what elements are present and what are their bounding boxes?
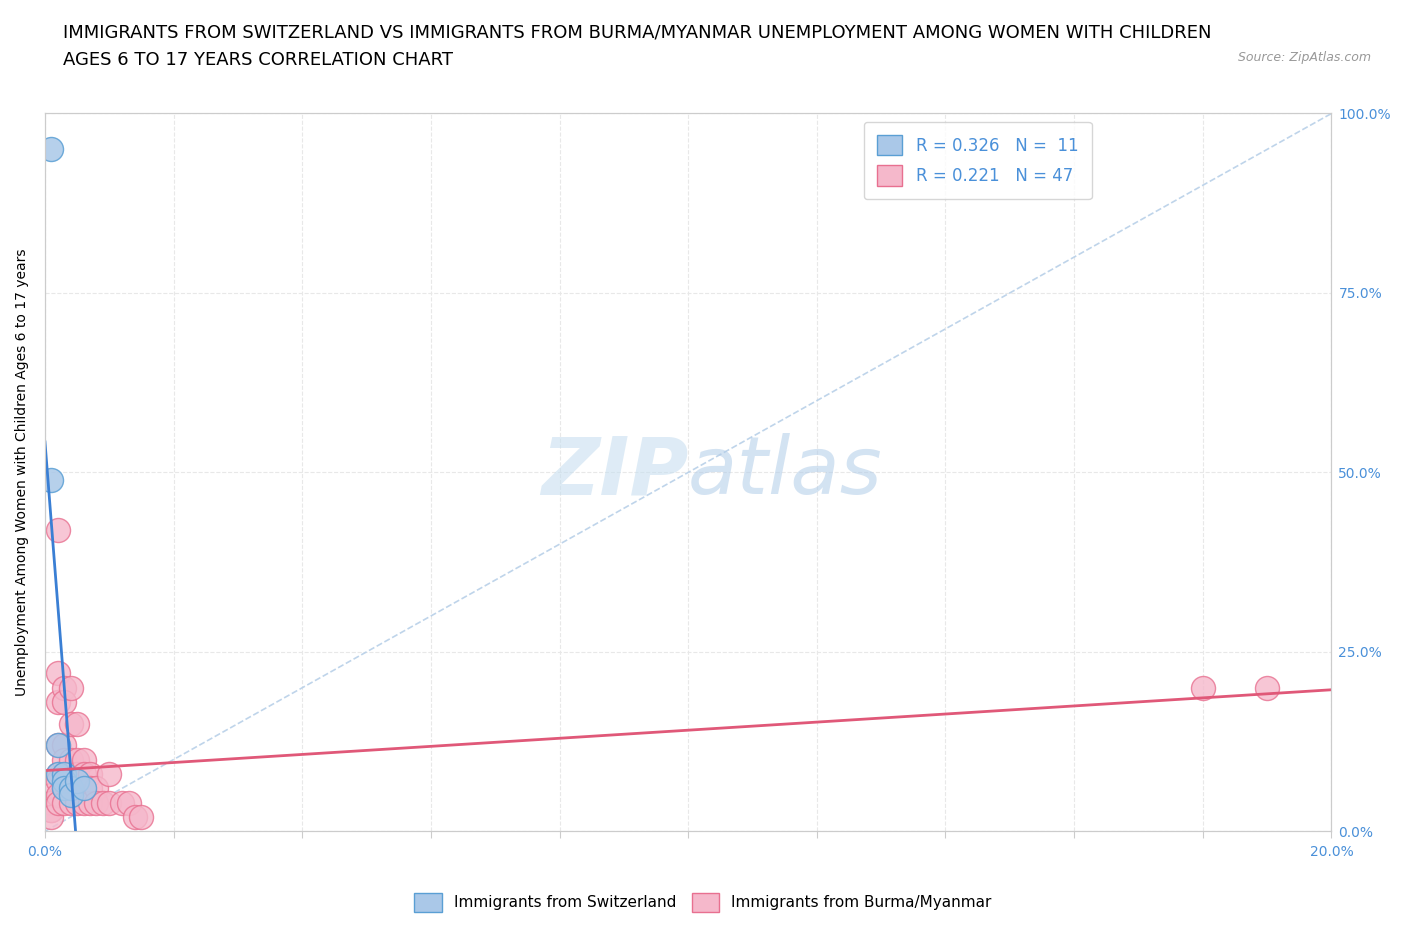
Point bbox=[53, 766, 76, 781]
Point bbox=[41, 472, 63, 487]
Point bbox=[59, 788, 82, 803]
Point bbox=[124, 809, 146, 824]
Text: AGES 6 TO 17 YEARS CORRELATION CHART: AGES 6 TO 17 YEARS CORRELATION CHART bbox=[63, 51, 453, 69]
Point bbox=[72, 766, 94, 781]
Text: IMMIGRANTS FROM SWITZERLAND VS IMMIGRANTS FROM BURMA/MYANMAR UNEMPLOYMENT AMONG : IMMIGRANTS FROM SWITZERLAND VS IMMIGRANT… bbox=[63, 23, 1212, 41]
Point bbox=[41, 809, 63, 824]
Point bbox=[66, 752, 89, 767]
Point bbox=[53, 737, 76, 752]
Point bbox=[53, 774, 76, 789]
Point bbox=[98, 766, 121, 781]
Point bbox=[59, 752, 82, 767]
Point bbox=[59, 795, 82, 810]
Point bbox=[79, 795, 101, 810]
Point bbox=[46, 737, 69, 752]
Point bbox=[98, 795, 121, 810]
Point bbox=[46, 737, 69, 752]
Point bbox=[46, 788, 69, 803]
Point bbox=[59, 781, 82, 796]
Point bbox=[53, 752, 76, 767]
Point bbox=[46, 695, 69, 710]
Point bbox=[53, 795, 76, 810]
Point bbox=[59, 681, 82, 696]
Point bbox=[41, 795, 63, 810]
Point bbox=[46, 523, 69, 538]
Point bbox=[66, 716, 89, 731]
Point bbox=[1256, 681, 1278, 696]
Point bbox=[46, 766, 69, 781]
Point bbox=[66, 795, 89, 810]
Point bbox=[59, 781, 82, 796]
Text: atlas: atlas bbox=[688, 433, 883, 512]
Point bbox=[66, 766, 89, 781]
Text: ZIP: ZIP bbox=[541, 433, 688, 512]
Point bbox=[53, 695, 76, 710]
Point bbox=[46, 766, 69, 781]
Point bbox=[131, 809, 153, 824]
Point bbox=[72, 781, 94, 796]
Point bbox=[59, 716, 82, 731]
Point bbox=[41, 788, 63, 803]
Text: Source: ZipAtlas.com: Source: ZipAtlas.com bbox=[1237, 51, 1371, 64]
Point bbox=[91, 795, 114, 810]
Point bbox=[41, 803, 63, 817]
Point bbox=[53, 681, 76, 696]
Y-axis label: Unemployment Among Women with Children Ages 6 to 17 years: Unemployment Among Women with Children A… bbox=[15, 248, 30, 697]
Point bbox=[117, 795, 139, 810]
Point bbox=[53, 766, 76, 781]
Point bbox=[79, 766, 101, 781]
Point bbox=[1191, 681, 1213, 696]
Point bbox=[72, 752, 94, 767]
Point bbox=[53, 781, 76, 796]
Point bbox=[86, 795, 108, 810]
Point bbox=[41, 803, 63, 817]
Point bbox=[72, 795, 94, 810]
Point bbox=[86, 781, 108, 796]
Point bbox=[46, 795, 69, 810]
Point bbox=[79, 781, 101, 796]
Point bbox=[46, 666, 69, 681]
Legend: Immigrants from Switzerland, Immigrants from Burma/Myanmar: Immigrants from Switzerland, Immigrants … bbox=[408, 887, 998, 918]
Legend: R = 0.326   N =  11, R = 0.221   N = 47: R = 0.326 N = 11, R = 0.221 N = 47 bbox=[863, 122, 1091, 199]
Point bbox=[53, 781, 76, 796]
Point bbox=[66, 774, 89, 789]
Point bbox=[41, 142, 63, 157]
Point bbox=[46, 774, 69, 789]
Point bbox=[111, 795, 134, 810]
Point bbox=[59, 766, 82, 781]
